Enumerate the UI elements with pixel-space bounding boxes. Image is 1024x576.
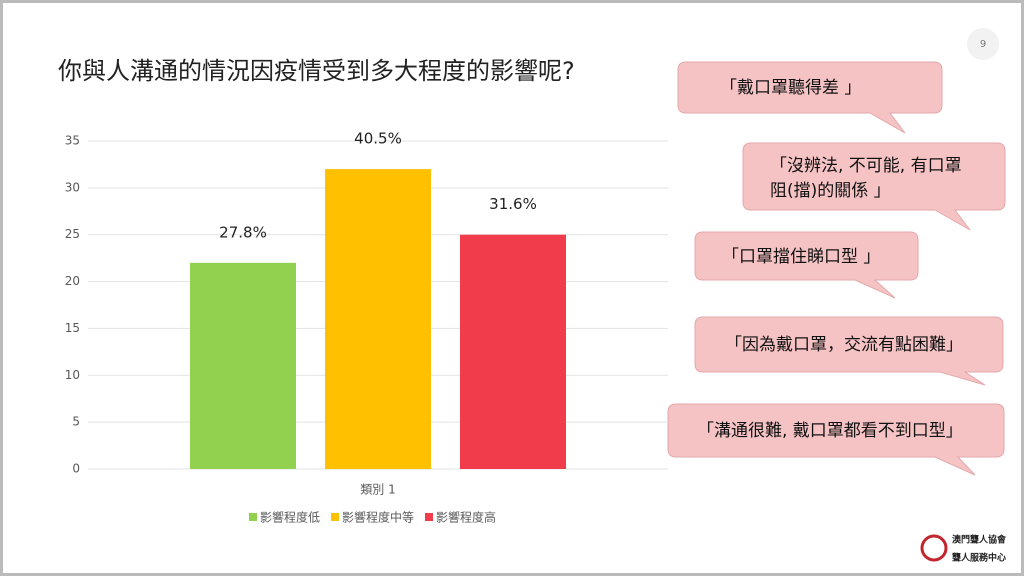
y-tick-label: 5 xyxy=(72,415,80,429)
bubble-text: 「沒辨法, 不可能, 有口罩 xyxy=(770,156,962,176)
data-label: 31.6% xyxy=(489,195,537,213)
data-label: 40.5% xyxy=(354,130,402,148)
bar xyxy=(190,262,296,469)
y-tick-label: 35 xyxy=(65,134,80,148)
speech-bubble xyxy=(694,316,1004,386)
bar xyxy=(460,234,566,469)
legend-swatch xyxy=(331,513,339,521)
speech-bubble xyxy=(742,142,1006,231)
speech-bubble xyxy=(694,231,919,299)
x-tick-label: 類別 1 xyxy=(360,483,395,497)
bubble-text: 「戴口罩聽得差 」 xyxy=(720,78,861,98)
logo-icon xyxy=(920,534,948,562)
legend-label: 影響程度低 xyxy=(260,510,320,525)
y-tick-label: 30 xyxy=(65,180,80,194)
y-tick-label: 10 xyxy=(65,368,80,382)
logo-name: 澳門聾人協會 xyxy=(952,534,1007,546)
y-tick-label: 25 xyxy=(65,227,80,241)
speech-bubble xyxy=(667,403,1005,476)
legend-label: 影響程度高 xyxy=(436,510,496,525)
logo-center: 聾人服務中心 xyxy=(952,552,1006,564)
y-tick-label: 20 xyxy=(65,274,80,288)
legend-swatch xyxy=(249,513,257,521)
speech-bubble xyxy=(677,61,943,134)
y-tick-label: 15 xyxy=(65,321,80,335)
bubble-text: 「口罩擋住睇口型 」 xyxy=(722,247,880,267)
bubble-text: 阻(擋)的關係 」 xyxy=(770,181,891,201)
chart-title: 你與人溝通的情況因疫情受到多大程度的影響呢? xyxy=(58,57,575,85)
data-label: 27.8% xyxy=(219,223,267,241)
bubble-text: 「因為戴口罩，交流有點困難」 xyxy=(725,335,963,355)
page-number: 9 xyxy=(980,39,986,50)
page-badge xyxy=(967,28,999,60)
bubbles xyxy=(667,61,1006,476)
bar xyxy=(325,169,431,469)
bubble-text: 「溝通很難, 戴口罩都看不到口型」 xyxy=(697,421,963,441)
y-tick-label: 0 xyxy=(72,462,80,476)
legend-label: 影響程度中等 xyxy=(342,510,414,525)
legend-swatch xyxy=(425,513,433,521)
